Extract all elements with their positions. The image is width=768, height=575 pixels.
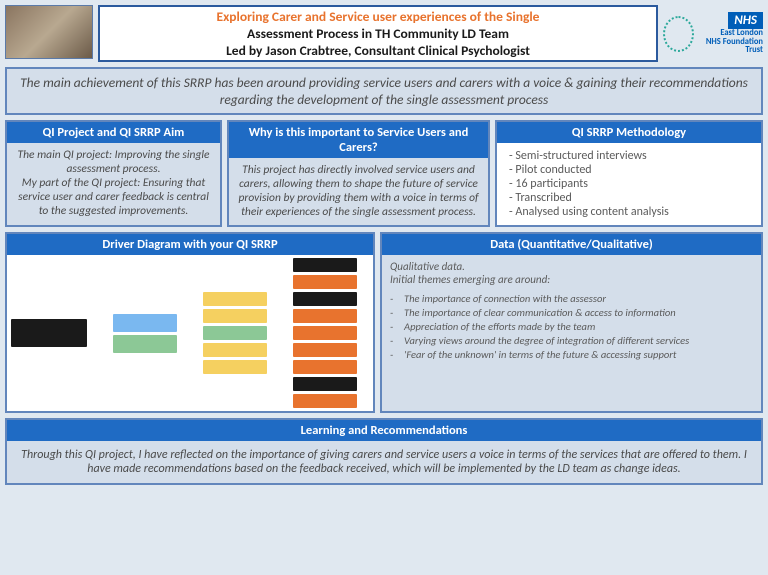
row-driver-data: Driver Diagram with your QI SRRP bbox=[5, 232, 763, 413]
methodology-item: Analysed using content analysis bbox=[509, 205, 749, 219]
aim-heading: QI Project and QI SRRP Aim bbox=[7, 122, 220, 143]
data-themes-list: The importance of connection with the as… bbox=[404, 292, 753, 361]
dd-change-col bbox=[293, 258, 357, 408]
methodology-body: Semi-structured interviews Pilot conduct… bbox=[497, 143, 761, 225]
why-body: This project has directly involved servi… bbox=[229, 158, 488, 225]
learning-panel: Learning and Recommendations Through thi… bbox=[5, 418, 763, 485]
dd-aim-col bbox=[11, 319, 87, 347]
dd-primary-node bbox=[113, 335, 177, 353]
qi-logo-icon bbox=[663, 16, 694, 52]
driver-diagram bbox=[11, 259, 369, 407]
dd-change-node bbox=[293, 292, 357, 306]
driver-heading: Driver Diagram with your QI SRRP bbox=[7, 234, 373, 255]
dd-change-node bbox=[293, 258, 357, 272]
dd-primary-node bbox=[113, 314, 177, 332]
nhs-logo: NHS East London NHS Foundation Trust bbox=[698, 12, 763, 55]
methodology-item: Semi-structured interviews bbox=[509, 149, 749, 163]
methodology-heading: QI SRRP Methodology bbox=[497, 122, 761, 143]
row-info-panels: QI Project and QI SRRP Aim The main QI p… bbox=[5, 120, 763, 227]
learning-body: Through this QI project, I have reflecte… bbox=[7, 441, 761, 483]
methodology-item: Transcribed bbox=[509, 191, 749, 205]
aim-panel: QI Project and QI SRRP Aim The main QI p… bbox=[5, 120, 222, 227]
data-theme: The importance of clear communication & … bbox=[404, 306, 753, 319]
dd-secondary-col bbox=[203, 292, 267, 374]
dd-connector bbox=[271, 259, 289, 407]
learning-heading: Learning and Recommendations bbox=[7, 420, 761, 441]
title-line2: Assessment Process in TH Community LD Te… bbox=[108, 25, 648, 42]
driver-panel: Driver Diagram with your QI SRRP bbox=[5, 232, 375, 413]
team-photo bbox=[5, 5, 93, 59]
aim-body: The main QI project: Improving the singl… bbox=[7, 143, 220, 225]
data-intro: Qualitative data. Initial themes emergin… bbox=[390, 260, 753, 286]
why-heading: Why is this important to Service Users a… bbox=[229, 122, 488, 158]
dd-change-node bbox=[293, 275, 357, 289]
logo-cluster: NHS East London NHS Foundation Trust bbox=[663, 5, 763, 62]
driver-body bbox=[7, 255, 373, 411]
dd-secondary-node bbox=[203, 343, 267, 357]
methodology-item: Pilot conducted bbox=[509, 163, 749, 177]
methodology-list: Semi-structured interviews Pilot conduct… bbox=[509, 149, 749, 219]
title-box: Exploring Carer and Service user experie… bbox=[98, 5, 658, 62]
dd-aim-node bbox=[11, 319, 87, 347]
dd-change-node bbox=[293, 326, 357, 340]
data-panel: Data (Quantitative/Qualitative) Qualitat… bbox=[380, 232, 763, 413]
achievement-banner: The main achievement of this SRRP has be… bbox=[5, 67, 763, 115]
dd-connector bbox=[91, 259, 109, 407]
dd-connector bbox=[181, 259, 199, 407]
data-heading: Data (Quantitative/Qualitative) bbox=[382, 234, 761, 255]
dd-change-node bbox=[293, 309, 357, 323]
nhs-trust-2: NHS Foundation Trust bbox=[698, 38, 763, 55]
dd-change-node bbox=[293, 360, 357, 374]
dd-change-node bbox=[293, 394, 357, 408]
data-theme: The importance of connection with the as… bbox=[404, 292, 753, 305]
data-theme: Appreciation of the efforts made by the … bbox=[404, 320, 753, 333]
data-theme: 'Fear of the unknown' in terms of the fu… bbox=[404, 348, 753, 361]
methodology-item: 16 participants bbox=[509, 177, 749, 191]
data-theme: Varying views around the degree of integ… bbox=[404, 334, 753, 347]
methodology-panel: QI SRRP Methodology Semi-structured inte… bbox=[495, 120, 763, 227]
title-line1: Exploring Carer and Service user experie… bbox=[108, 8, 648, 25]
dd-change-node bbox=[293, 343, 357, 357]
header-row: Exploring Carer and Service user experie… bbox=[5, 5, 763, 62]
title-line3: Led by Jason Crabtree, Consultant Clinic… bbox=[108, 42, 648, 59]
dd-change-node bbox=[293, 377, 357, 391]
dd-secondary-node bbox=[203, 309, 267, 323]
data-body: Qualitative data. Initial themes emergin… bbox=[382, 255, 761, 411]
dd-secondary-node bbox=[203, 326, 267, 340]
dd-secondary-node bbox=[203, 360, 267, 374]
dd-primary-col bbox=[113, 314, 177, 353]
dd-secondary-node bbox=[203, 292, 267, 306]
why-panel: Why is this important to Service Users a… bbox=[227, 120, 490, 227]
nhs-block: NHS bbox=[728, 12, 763, 29]
